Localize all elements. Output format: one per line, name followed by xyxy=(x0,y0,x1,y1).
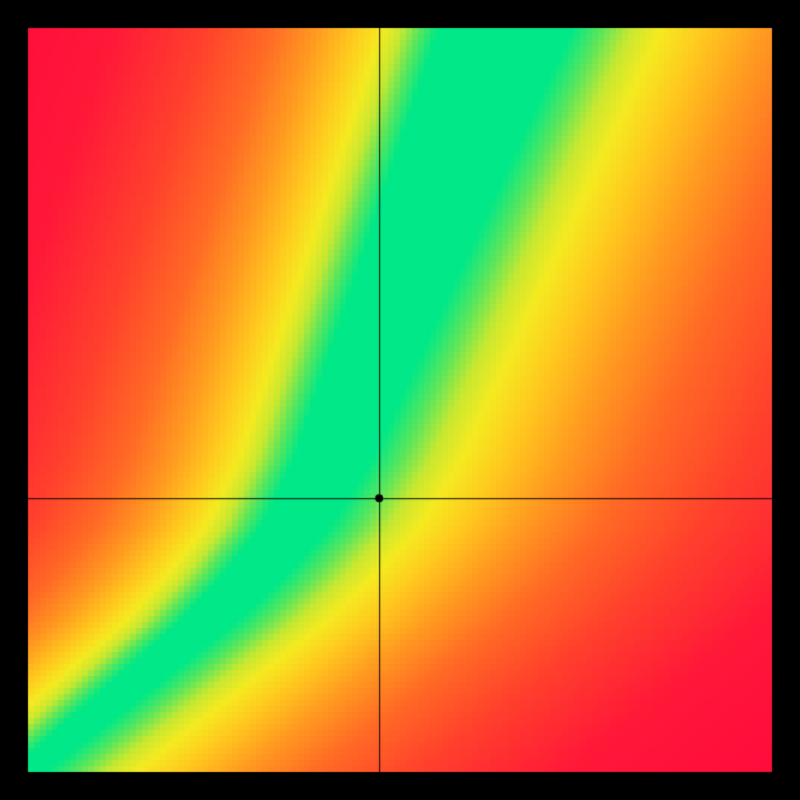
heatmap-plot xyxy=(0,0,800,800)
chart-container: TheBottleneck.com xyxy=(0,0,800,800)
